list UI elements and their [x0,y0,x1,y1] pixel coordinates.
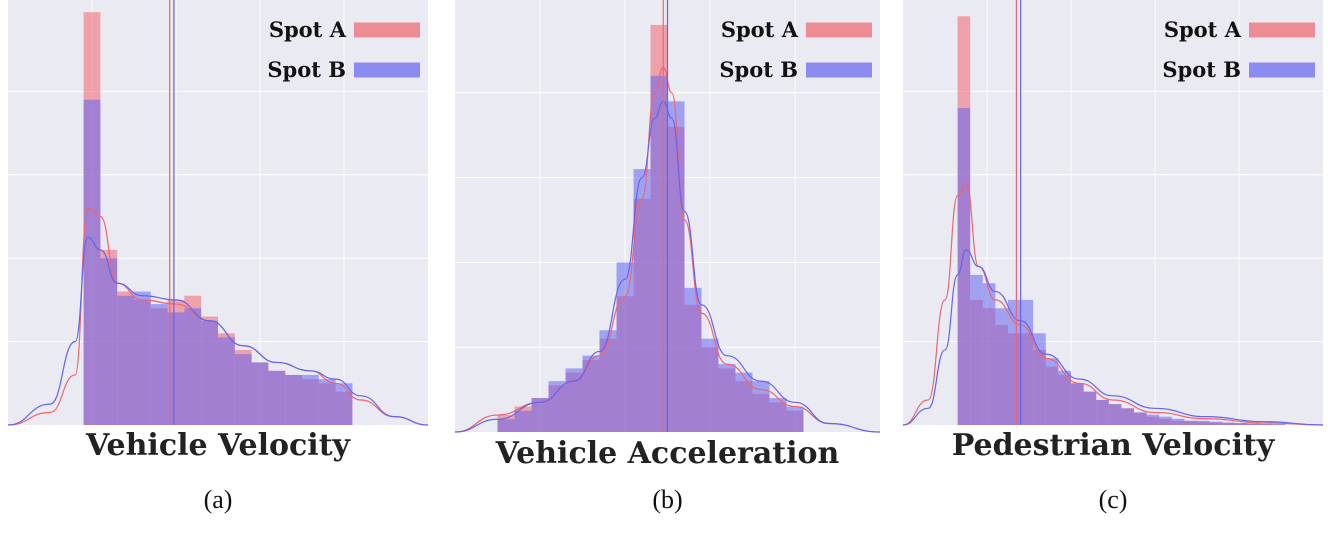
histogram-bar [786,406,804,432]
histogram-bar [201,320,218,425]
histogram-bar [1222,422,1235,425]
legend-label: Spot B [719,57,798,82]
histogram-bar [1121,408,1134,425]
density-curve [7,207,429,426]
legend-swatch [354,62,420,78]
legend-label: Spot A [721,17,799,42]
chart-vehicle-acceleration: Spot A Spot B [454,0,881,433]
histogram-bar [514,410,532,432]
histogram-bar [701,338,719,432]
legend-swatch [354,22,420,38]
histogram-bar [548,381,566,432]
legend-label: Spot B [1162,57,1241,82]
histogram-bar [83,99,101,426]
histogram-bar [1108,404,1122,425]
histogram-bar [184,308,202,425]
histogram-bar [616,262,634,432]
histogram-bar [650,75,668,432]
legend-label: Spot B [267,57,346,82]
histogram-bar [318,379,336,425]
histogram-bar [335,383,353,425]
histogram-bar [1260,423,1273,425]
histogram-bar [1184,420,1197,425]
histogram-bar [218,337,235,425]
histogram-bar [531,398,549,432]
legend-swatch [806,62,872,78]
histogram-bar [1146,414,1160,425]
histogram-bar [1045,358,1059,425]
histogram-bar [134,291,151,425]
histogram-bar [167,312,185,425]
histogram-bar [1234,422,1248,425]
histogram-bar [285,374,302,425]
legend-label: Spot A [1164,17,1242,42]
histogram-bar [769,398,787,432]
histogram-bar [1083,391,1097,425]
panel-sublabel: (b) [652,485,683,514]
histogram-bar [1272,424,1286,425]
chart-vehicle-velocity: Spot A Spot B [7,0,429,426]
histogram-bar [251,362,269,425]
panel-sublabel: (c) [1098,485,1128,514]
panel-title: Vehicle Velocity [86,428,350,463]
histogram-bar [100,258,118,425]
density-curve [7,236,429,426]
histogram-bar [582,355,600,432]
histogram-bar [1033,333,1046,425]
histogram-bar [995,308,1008,425]
panel-title: Pedestrian Velocity [951,428,1275,463]
histogram-bar [1058,370,1071,425]
histogram-bar [150,304,168,425]
histogram-bar [667,101,685,432]
histogram-bar [718,364,736,432]
histogram-bar [684,287,702,432]
legend-swatch [1249,22,1315,38]
panel-vehicle-acceleration: Spot A Spot B Vehicle Acceleration (b) [454,0,881,533]
histogram-bar [497,419,515,432]
histogram-bar [1134,412,1147,425]
legend-label: Spot A [269,17,347,42]
histogram-bar [1209,421,1223,425]
histogram-bar [234,354,252,425]
legend-swatch [1249,62,1315,78]
panel-vehicle-velocity: Spot A Spot B Vehicle Velocity (a) [7,0,429,533]
histogram-bar [735,372,753,432]
histogram-bar [117,295,134,425]
histogram-bar [633,169,651,432]
histogram-bar [1247,423,1260,425]
histogram-bar [599,330,617,432]
histogram-bar [1171,418,1185,425]
panel-sublabel: (a) [203,485,233,514]
histogram-bar [957,108,971,425]
histogram-bar [982,283,996,425]
panel-title: Vehicle Acceleration [495,436,840,471]
histogram-bar [970,274,983,425]
histogram-bar [752,381,770,432]
histogram-bar [268,370,286,425]
chart-pedestrian-velocity: Spot A Spot B [902,0,1324,426]
panel-pedestrian-velocity: Spot A Spot B Pedestrian Velocity (c) [902,0,1324,533]
histogram-bar [1020,299,1034,425]
density-curve [902,249,1324,426]
histogram-bar [565,368,583,432]
histogram-bar [1159,416,1172,425]
legend-swatch [806,22,872,38]
density-curve [902,182,1324,426]
histogram-bar [1008,299,1021,425]
histogram-bar [1197,420,1210,425]
histogram-bar [1071,383,1084,425]
histogram-bar [1096,399,1109,425]
histogram-bar [302,374,319,425]
